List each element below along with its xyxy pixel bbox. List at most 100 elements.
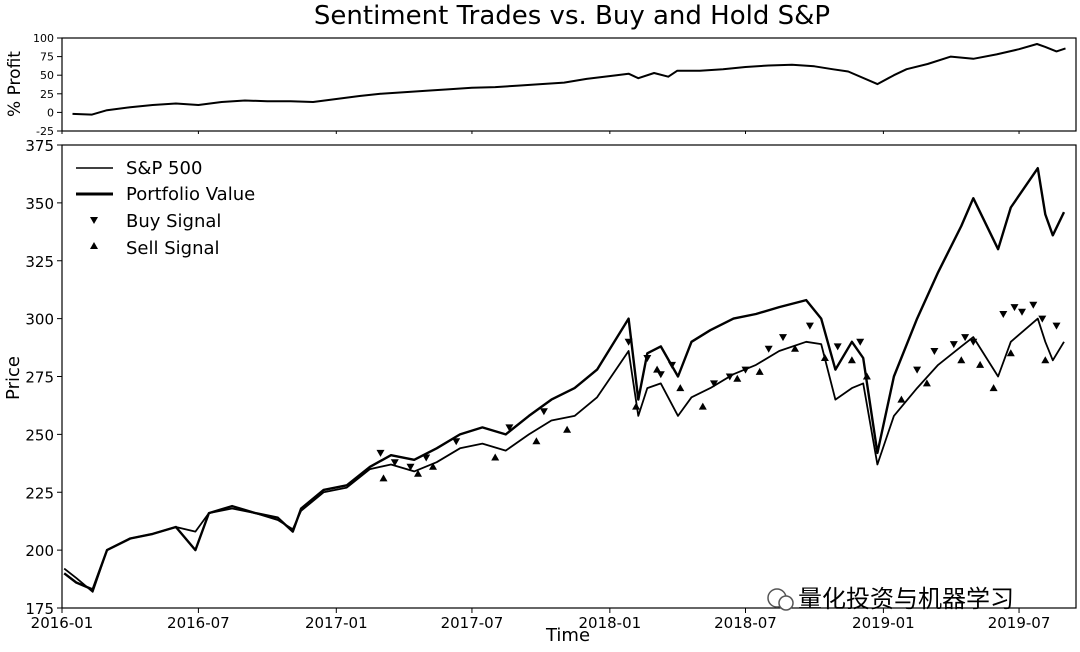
buy-signal-marker <box>376 449 385 457</box>
watermark-text: 量化投资与机器学习 <box>798 585 1014 613</box>
portfolio-value-line <box>63 167 1066 591</box>
price-x-tick-label: 2019-07 <box>988 614 1051 632</box>
buy-signal-marker <box>1010 304 1019 312</box>
sell-signal-marker <box>491 453 500 461</box>
sell-signal-marker <box>820 354 829 361</box>
profit-x-axis <box>61 131 1020 134</box>
price-y-tick-label: 300 <box>25 311 54 329</box>
profit-y-tick-label: 25 <box>40 88 54 101</box>
buy-signal-marker <box>406 463 415 471</box>
profit-y-tick-label: 100 <box>33 32 54 45</box>
buy-signal-marker <box>668 361 676 369</box>
sell-signal-marker <box>989 384 998 392</box>
sell-signal-marker <box>791 344 799 352</box>
sell-signal-marker <box>653 365 662 373</box>
price-x-tick-label: 2018-07 <box>714 614 777 632</box>
legend-buy-marker <box>90 217 98 224</box>
buy-signal-marker <box>390 459 399 467</box>
buy-signal-marker <box>741 366 750 374</box>
sell-signal-marker <box>847 356 856 364</box>
sell-signal-marker <box>862 372 871 380</box>
buy-signal-marker <box>961 334 970 342</box>
buy-signal-marker <box>999 311 1008 318</box>
legend-sp500-label: S&P 500 <box>126 158 202 179</box>
price-y-tick-label: 225 <box>25 484 54 502</box>
legend-sell-label: Sell Signal <box>126 238 220 259</box>
sell-signal-marker <box>532 437 541 445</box>
buy-signal-marker <box>1018 308 1026 316</box>
buy-signal-marker <box>710 380 718 388</box>
price-x-tick-label: 2016-07 <box>167 614 230 632</box>
price-y-axis: 175 200 225 250 275 300 325 350 375 <box>25 137 62 618</box>
price-y-tick-label: 175 <box>25 600 54 618</box>
sell-signal-marker <box>414 469 422 477</box>
sell-signal-marker <box>1041 356 1050 364</box>
buy-signal-marker <box>452 438 461 446</box>
sell-signal-marker <box>976 360 985 368</box>
sell-signal-marker <box>632 402 641 410</box>
legend-buy-label: Buy Signal <box>126 211 221 232</box>
buy-signal-marker <box>949 341 958 349</box>
price-x-tick-label: 2019-01 <box>852 614 915 632</box>
buy-signal-marker <box>930 348 939 355</box>
buy-signal-marker <box>779 334 787 342</box>
buy-signal-marker <box>833 343 842 351</box>
signal-markers-group <box>376 301 1061 482</box>
buy-signal-marker <box>764 345 773 353</box>
price-y-tick-label: 325 <box>25 253 54 271</box>
legend-sell-marker <box>90 242 98 249</box>
profit-panel-frame <box>61 37 1077 132</box>
buy-signal-marker <box>725 373 734 381</box>
legend: S&P 500 Portfolio Value Buy Signal Sell … <box>76 158 255 259</box>
buy-signal-marker <box>805 322 814 330</box>
profit-line <box>72 43 1066 116</box>
price-y-tick-label: 275 <box>25 369 54 387</box>
price-y-tick-label: 350 <box>25 195 54 213</box>
sell-signal-marker <box>563 425 572 433</box>
figure-title: Sentiment Trades vs. Buy and Hold S&P <box>314 1 830 31</box>
sell-signal-marker <box>755 367 764 375</box>
price-x-tick-label: 2016-01 <box>31 614 94 632</box>
sp500-line <box>63 317 1065 593</box>
buy-signal-marker <box>656 371 665 379</box>
price-series-group <box>63 167 1066 593</box>
sell-signal-marker <box>922 379 931 387</box>
buy-signal-marker <box>856 338 865 346</box>
buy-signal-marker <box>505 424 514 432</box>
price-y-tick-label: 375 <box>25 137 54 155</box>
profit-y-tick-label: 75 <box>40 51 54 64</box>
watermark: 量化投资与机器学习 <box>767 585 1014 613</box>
profit-y-axis-label: % Profit <box>5 51 25 117</box>
price-x-axis-label: Time <box>545 625 590 646</box>
buy-signal-marker <box>624 338 633 346</box>
profit-y-tick-label: 50 <box>40 69 54 82</box>
price-x-tick-label: 2017-01 <box>305 614 368 632</box>
buy-signal-marker <box>913 366 922 374</box>
buy-signal-marker <box>643 355 652 362</box>
price-x-tick-label: 2018-01 <box>579 614 642 632</box>
buy-signal-marker <box>969 338 978 346</box>
sell-signal-marker <box>698 402 707 410</box>
sell-signal-marker <box>379 474 388 482</box>
wechat-icon-bubble <box>778 595 794 611</box>
buy-signal-marker <box>539 408 548 416</box>
buy-signal-marker <box>1029 301 1038 309</box>
price-y-tick-label: 200 <box>25 542 54 560</box>
buy-signal-marker <box>422 454 431 462</box>
sell-signal-marker <box>733 374 742 382</box>
sell-signal-marker <box>676 384 685 392</box>
profit-y-axis: -25 0 25 50 75 100 <box>33 32 62 138</box>
buy-signal-marker <box>1052 322 1061 330</box>
buy-signal-marker <box>1038 315 1047 323</box>
profit-y-tick-label: -25 <box>36 125 54 138</box>
price-x-tick-label: 2017-07 <box>441 614 504 632</box>
legend-portfolio-label: Portfolio Value <box>126 184 255 205</box>
sell-signal-marker <box>1006 349 1015 357</box>
price-x-axis: 2016-01 2016-07 2017-01 2017-07 2018-01 2018-… <box>31 608 1051 632</box>
profit-series-group <box>72 43 1066 116</box>
price-y-axis-label: Price <box>3 356 24 400</box>
profit-y-tick-label: 0 <box>47 106 54 119</box>
